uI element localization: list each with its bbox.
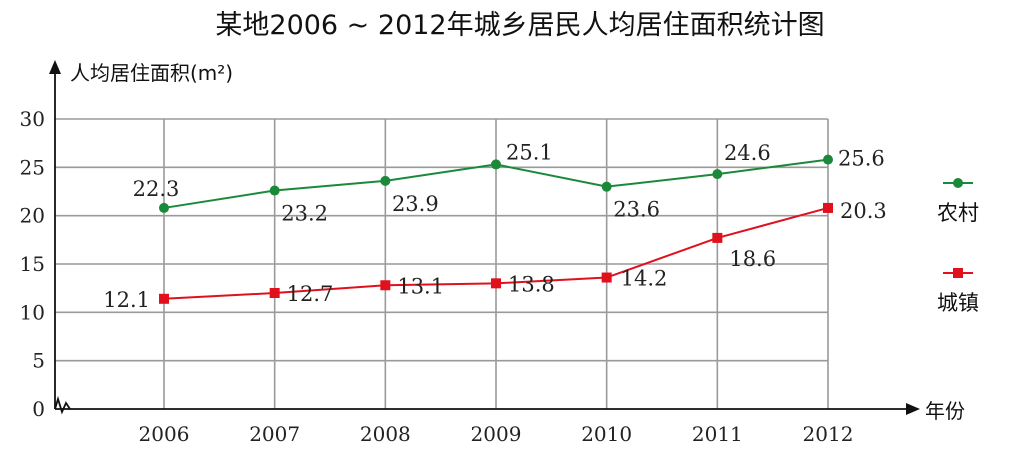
data-point [491, 278, 501, 289]
data-label: 25.6 [838, 147, 885, 171]
data-point [159, 202, 169, 213]
legend-marker [953, 268, 963, 278]
grid [55, 118, 829, 409]
y-tick-label: 15 [20, 252, 45, 276]
y-axis-label: 人均居住面积(m²) [70, 61, 233, 85]
data-label: 13.1 [397, 274, 444, 298]
y-tick-label: 5 [32, 349, 45, 373]
data-point [601, 272, 612, 283]
x-axis-label: 年份 [925, 399, 965, 423]
data-label: 12.7 [287, 282, 334, 306]
data-label: 20.3 [840, 199, 887, 223]
data-label: 23.6 [613, 198, 660, 222]
y-tick-label: 0 [32, 397, 45, 421]
axes: 人均居住面积(m²) 年份 [49, 60, 965, 423]
y-tick-label: 25 [20, 155, 45, 179]
data-label: 23.2 [281, 202, 328, 226]
data-point [491, 159, 501, 170]
data-point [269, 288, 280, 298]
x-tick-label: 2008 [360, 422, 411, 446]
data-point [712, 169, 723, 180]
data-point [823, 202, 833, 213]
y-axis-arrow [49, 60, 61, 74]
x-tick-label: 2011 [692, 422, 743, 446]
legend-label: 农村 [937, 201, 979, 225]
data-point [601, 181, 612, 192]
data-point [823, 154, 833, 165]
data-point [269, 185, 280, 196]
data-point [712, 232, 723, 243]
x-tick-label: 2006 [139, 422, 190, 446]
data-label: 12.1 [103, 288, 150, 312]
legend-label: 城镇 [937, 291, 979, 315]
x-tick-label: 2007 [249, 422, 300, 446]
data-label: 24.6 [724, 141, 771, 165]
y-tick-label: 10 [20, 300, 45, 324]
y-tick-labels: 0 5 10 15 20 25 30 [20, 107, 45, 421]
y-tick-label: 20 [20, 204, 45, 228]
y-axis-break-mark [54, 395, 71, 415]
data-label: 13.8 [508, 272, 555, 296]
series-1: 12.1 12.7 13.1 13.8 14.2 18.6 20.3 [103, 199, 887, 312]
x-tick-label: 2012 [803, 422, 854, 446]
chart-title: 某地2006 ~ 2012年城乡居民人均居住面积统计图 [215, 10, 824, 41]
data-label: 25.1 [506, 140, 553, 164]
legend-marker [953, 178, 963, 188]
data-point [159, 293, 169, 304]
data-label: 23.9 [392, 192, 439, 216]
x-tick-label: 2009 [471, 422, 522, 446]
data-label: 14.2 [621, 267, 668, 291]
legend-item: 农村 [937, 178, 979, 225]
data-point [380, 175, 391, 186]
x-axis-arrow [906, 403, 920, 415]
x-tick-labels: 2006 2007 2008 2009 2010 2011 2012 [139, 422, 854, 446]
data-label: 22.3 [133, 177, 180, 201]
data-point [380, 280, 391, 291]
series: 22.3 23.2 23.9 25.1 23.6 24.6 25.6 12.1 12.7 13.1… [103, 140, 887, 311]
y-tick-label: 30 [20, 107, 45, 131]
series-0: 22.3 23.2 23.9 25.1 23.6 24.6 25.6 [133, 140, 885, 225]
data-label: 18.6 [729, 247, 776, 271]
legend-item: 城镇 [937, 268, 979, 315]
x-tick-label: 2010 [581, 422, 632, 446]
